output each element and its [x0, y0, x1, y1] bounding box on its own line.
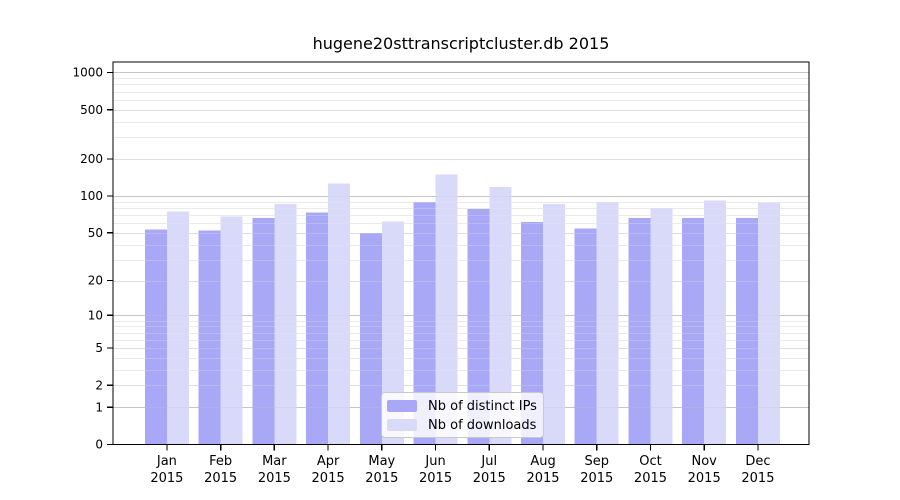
x-tick-label-year: 2015 — [419, 471, 452, 486]
x-tick-label-month: Dec — [745, 454, 770, 469]
chart-title: hugene20sttranscriptcluster.db 2015 — [312, 34, 610, 53]
y-tick-label: 5 — [95, 341, 103, 355]
legend-label-downloads: Nb of downloads — [428, 417, 537, 433]
x-tick-label-year: 2015 — [473, 471, 506, 486]
bar-distinct-ips-jan — [144, 229, 167, 445]
bar-downloads-jul — [489, 187, 512, 445]
bar-downloads-dec — [757, 202, 780, 445]
x-tick-label-year: 2015 — [741, 471, 774, 486]
x-tick-label-month: Jan — [156, 454, 177, 469]
bar-downloads-jun — [435, 174, 458, 445]
x-tick-label-month: May — [368, 454, 395, 469]
legend-label-distinct-ips: Nb of distinct IPs — [428, 398, 537, 414]
downloads-swatch — [387, 419, 417, 431]
bar-distinct-ips-apr — [306, 212, 329, 445]
bar-distinct-ips-jul — [467, 209, 490, 445]
bar-downloads-aug — [543, 203, 566, 445]
y-tick-label: 500 — [80, 103, 103, 117]
x-tick-label-year: 2015 — [365, 471, 398, 486]
x-tick-label-year: 2015 — [688, 471, 721, 486]
x-tick-label-year: 2015 — [580, 471, 613, 486]
x-tick-label-year: 2015 — [312, 471, 345, 486]
x-tick-label-month: Sep — [584, 454, 609, 469]
x-tick-label-month: Oct — [639, 454, 661, 469]
chart-legend: Nb of distinct IPs Nb of downloads — [381, 392, 544, 438]
y-tick-label: 2 — [95, 379, 103, 393]
bar-distinct-ips-dec — [735, 218, 758, 445]
bar-distinct-ips-mar — [252, 218, 275, 445]
bar-downloads-nov — [704, 200, 727, 445]
bar-downloads-apr — [328, 183, 351, 445]
x-tick-label-month: Aug — [530, 454, 555, 469]
bar-downloads-mar — [274, 203, 297, 445]
x-tick-label-month: Jul — [480, 454, 497, 469]
bar-downloads-sep — [596, 202, 619, 445]
bar-distinct-ips-nov — [682, 218, 705, 445]
y-tick-label: 10 — [88, 309, 103, 323]
x-tick-label-month: Nov — [692, 454, 718, 469]
y-tick-label: 100 — [80, 189, 103, 203]
y-tick-label: 1 — [95, 400, 103, 414]
x-tick-label-month: Jun — [424, 454, 445, 469]
bar-distinct-ips-jun — [413, 202, 436, 445]
y-tick-label: 200 — [80, 152, 103, 166]
bar-distinct-ips-may — [359, 232, 382, 445]
x-tick-label-month: Apr — [317, 454, 340, 469]
x-tick-label-month: Feb — [209, 454, 232, 469]
x-tick-label-month: Mar — [262, 454, 287, 469]
x-tick-label-year: 2015 — [150, 471, 183, 486]
bar-downloads-may — [381, 221, 404, 445]
legend-item-downloads: Nb of downloads — [387, 417, 537, 433]
y-tick-label: 1000 — [72, 66, 103, 80]
y-tick-label: 20 — [88, 274, 103, 288]
x-tick-label-year: 2015 — [634, 471, 667, 486]
bar-downloads-oct — [650, 207, 673, 445]
plot-frame — [112, 61, 810, 446]
x-tick-label-year: 2015 — [526, 471, 559, 486]
bar-distinct-ips-oct — [628, 218, 651, 445]
x-tick-label-year: 2015 — [258, 471, 291, 486]
bar-distinct-ips-aug — [521, 222, 544, 445]
x-tick-label-year: 2015 — [204, 471, 237, 486]
distinct-ips-swatch — [387, 400, 417, 412]
bar-downloads-jan — [166, 211, 189, 445]
bar-distinct-ips-sep — [574, 228, 597, 445]
bar-distinct-ips-feb — [198, 230, 221, 445]
bar-downloads-feb — [220, 216, 243, 445]
legend-item-distinct-ips: Nb of distinct IPs — [387, 398, 537, 414]
y-tick-label: 50 — [88, 226, 103, 240]
y-tick-label: 0 — [95, 438, 103, 452]
